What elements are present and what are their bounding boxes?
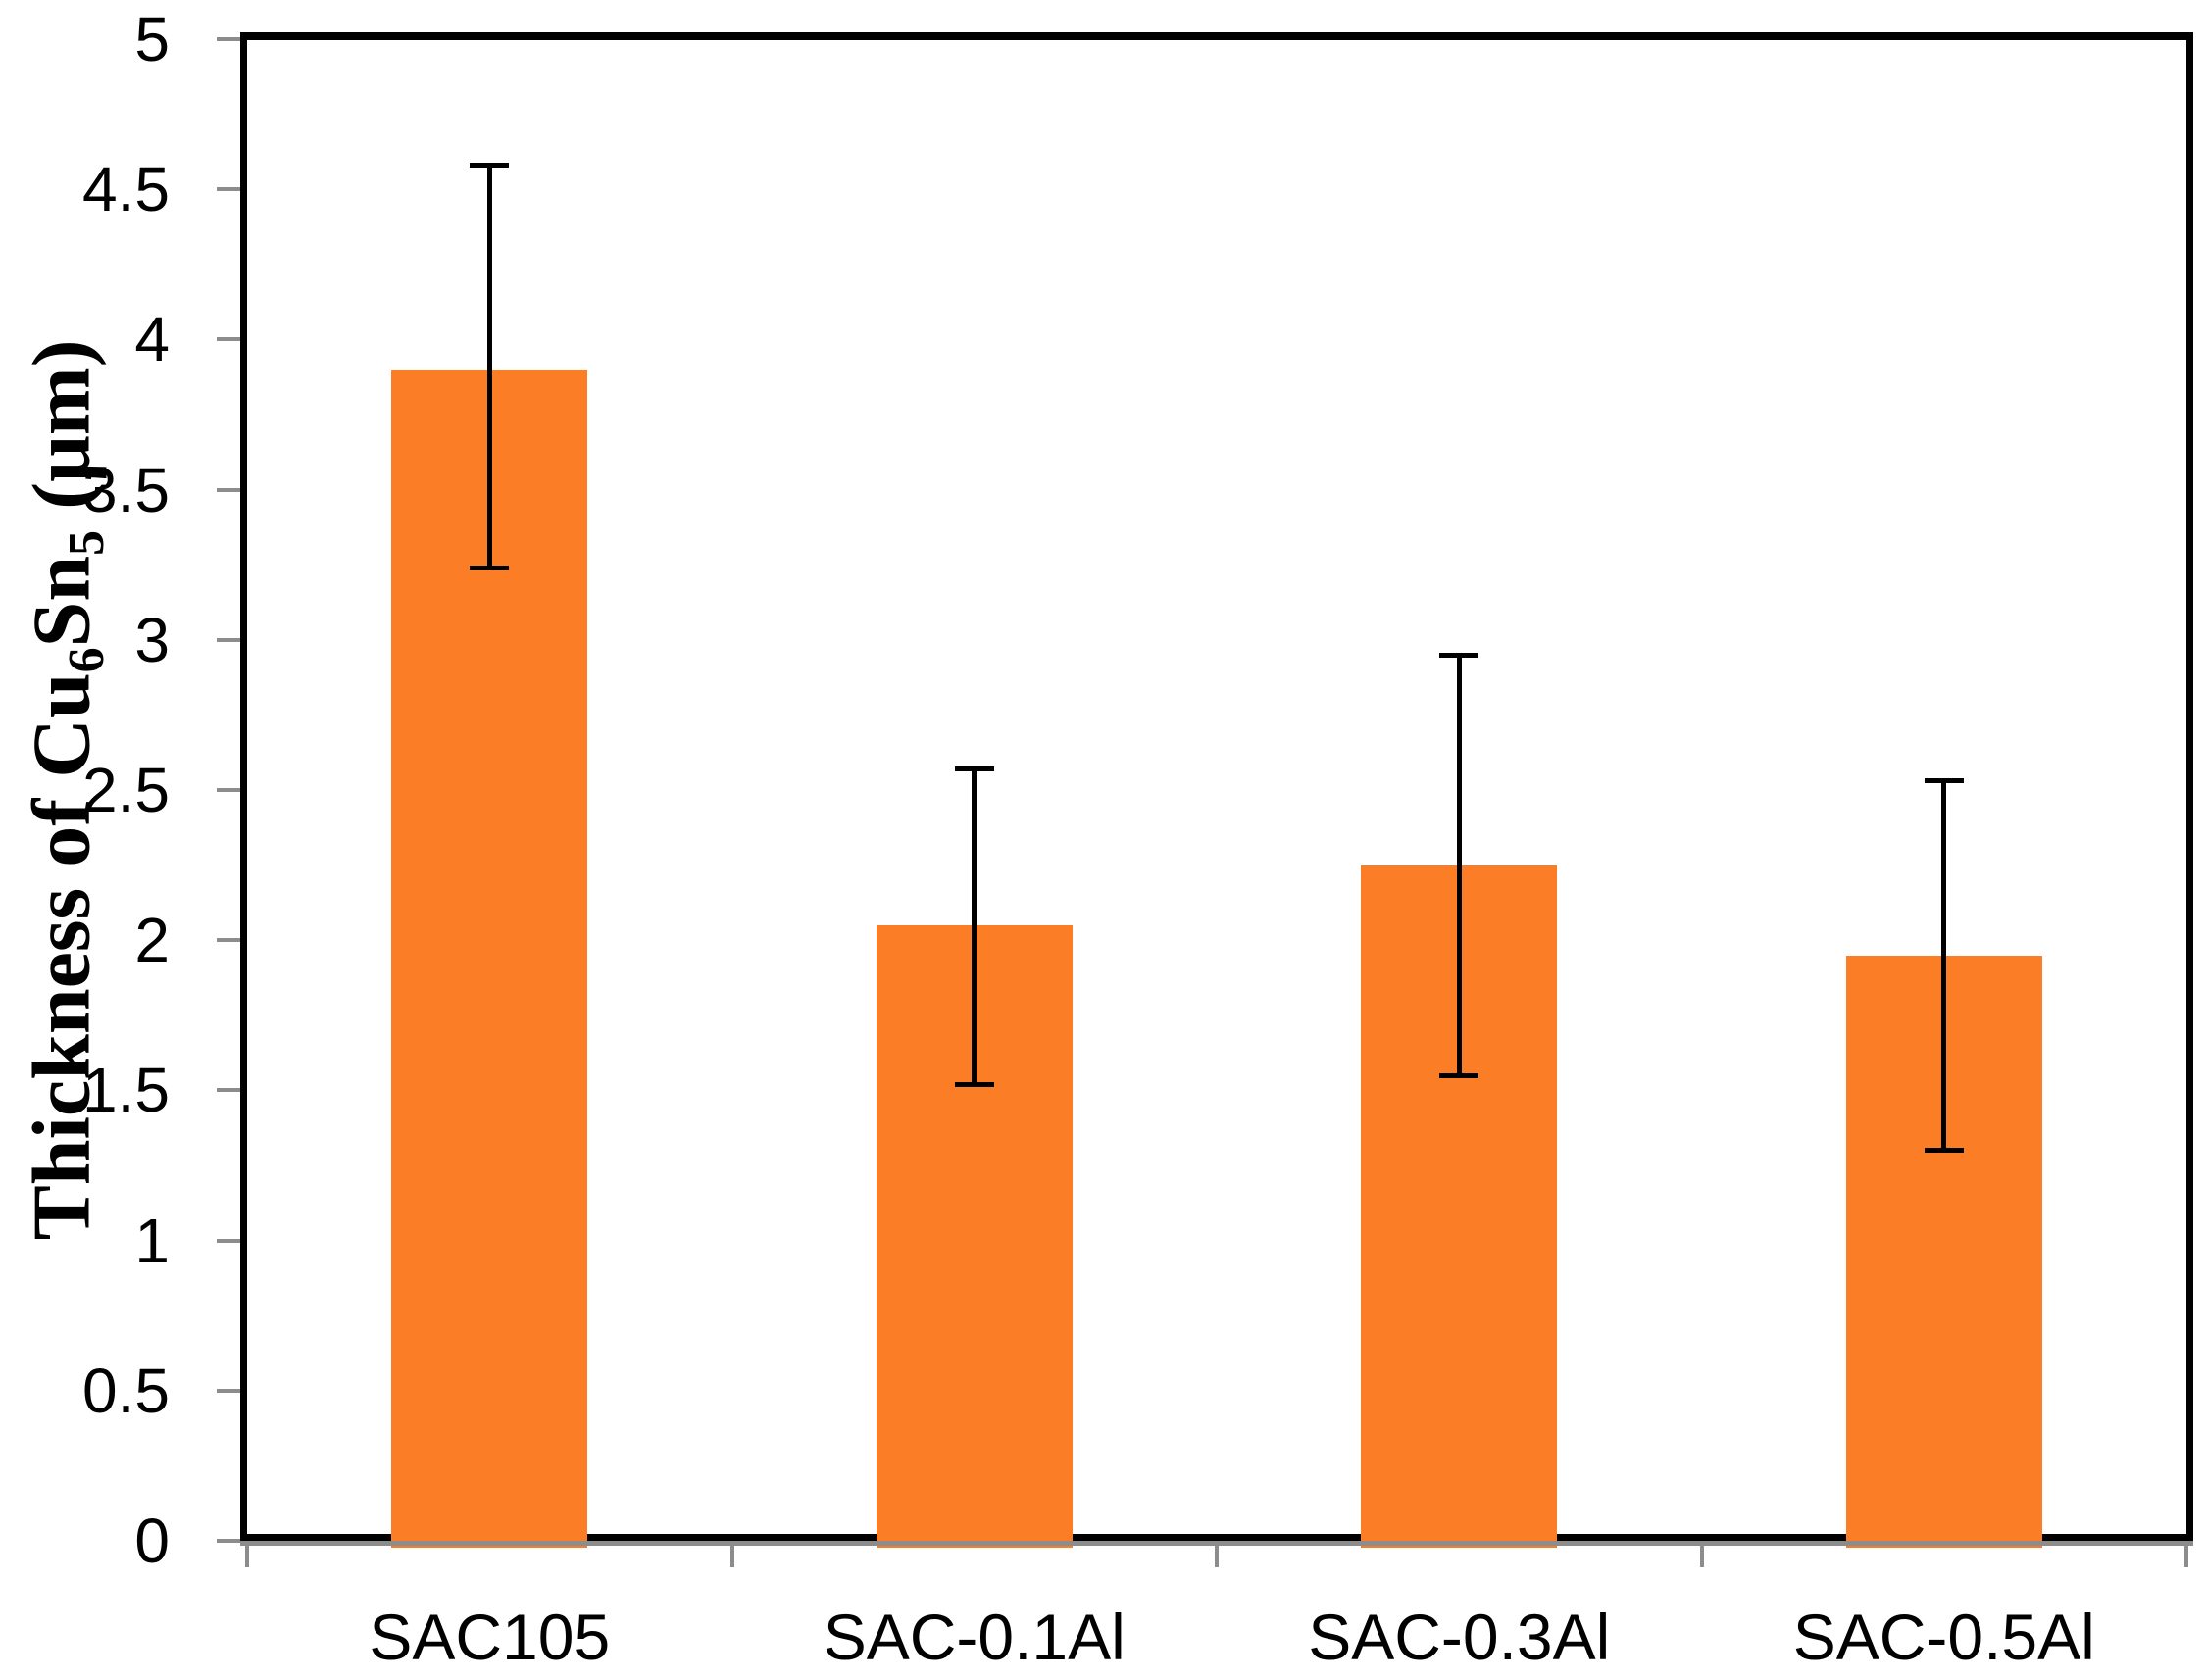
category-label: SAC105 <box>369 1601 611 1673</box>
y-tick-label: 3.5 <box>82 454 170 525</box>
y-tick <box>217 37 240 41</box>
y-tick <box>217 337 240 342</box>
category-label: SAC-0.1Al <box>823 1601 1126 1673</box>
x-tick <box>729 1546 734 1567</box>
y-axis-title: Thickness of Cu6Sn5 (μm) <box>4 39 125 1541</box>
x-axis-line <box>240 1541 2193 1546</box>
error-bar <box>1941 780 1947 1151</box>
plot-border-bottom <box>247 1534 2186 1541</box>
y-tick-label: 2.5 <box>82 755 170 825</box>
y-tick-label: 2 <box>134 905 170 976</box>
error-bar <box>972 768 977 1085</box>
error-cap-top <box>1924 778 1964 784</box>
y-tick <box>217 788 240 792</box>
error-cap-bottom <box>1439 1072 1479 1078</box>
y-axis-title-segment: Sn <box>16 556 108 648</box>
y-tick <box>217 487 240 492</box>
error-cap-top <box>470 163 510 169</box>
plot-border-right <box>2186 32 2193 1541</box>
x-tick <box>245 1546 249 1567</box>
plot-area: 0 0.5 1 1.5 2 2.5 3 3.5 4 4.5 5 SAC105 SAC-0.1Al SAC-… <box>82 4 2193 1673</box>
y-tick-label: 1.5 <box>82 1055 170 1126</box>
y-tick-label: 4 <box>134 304 170 375</box>
plot-border-top <box>240 32 2193 40</box>
y-tick-label: 1 <box>134 1205 170 1276</box>
x-tick <box>1699 1546 1704 1567</box>
y-tick <box>217 187 240 192</box>
error-bar <box>486 165 492 568</box>
y-tick <box>217 1088 240 1093</box>
category-label: SAC-0.3Al <box>1308 1601 1611 1673</box>
category-label: SAC-0.5Al <box>1792 1601 2095 1673</box>
y-axis-title-subscript: 5 <box>58 530 115 557</box>
y-axis-line <box>240 32 247 1541</box>
error-cap-top <box>1439 652 1479 658</box>
y-tick <box>217 1539 240 1543</box>
error-cap-bottom <box>470 565 510 570</box>
y-axis-title-text: Thickness of Cu6Sn5 (μm) <box>14 340 116 1241</box>
y-axis-title-subscript: 6 <box>58 647 115 673</box>
y-tick <box>217 938 240 943</box>
y-tick <box>217 1388 240 1393</box>
y-tick-label: 0.5 <box>82 1355 170 1426</box>
y-tick <box>217 637 240 642</box>
y-tick <box>217 1238 240 1243</box>
y-tick-label: 3 <box>134 604 170 675</box>
x-tick <box>2184 1546 2188 1567</box>
y-tick-label: 0 <box>134 1506 170 1576</box>
y-axis-title-segment: (μm) <box>16 339 108 531</box>
y-tick-label: 4.5 <box>82 154 170 225</box>
error-cap-bottom <box>954 1081 994 1087</box>
y-axis-title-segment: Thickness of Cu <box>16 672 108 1241</box>
error-cap-bottom <box>1924 1148 1964 1154</box>
y-tick-label: 5 <box>134 4 170 74</box>
error-cap-top <box>954 766 994 772</box>
x-tick <box>1215 1546 1219 1567</box>
error-bar <box>1456 655 1462 1076</box>
